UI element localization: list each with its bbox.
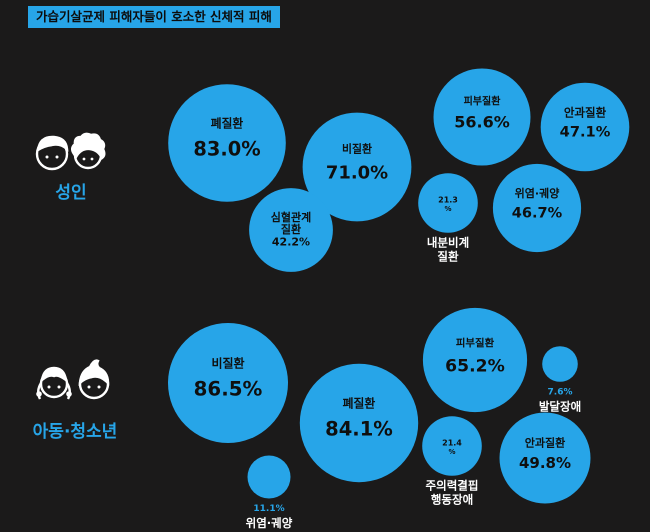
bubble-label: 비질환 <box>211 355 244 370</box>
bubble-1-1 <box>168 84 286 202</box>
bubble-label: 안과질환 <box>525 435 565 449</box>
chart-title: 가습기살균제 피해자들이 호소한 신체적 피해 <box>28 6 280 28</box>
bubble-value: 49.8% <box>519 454 571 472</box>
bubble-label: 비질환 <box>342 142 372 156</box>
bubble-value: 11.1% <box>253 504 284 514</box>
bubble-unit: % <box>448 448 455 456</box>
bubble-value: 47.1% <box>560 123 611 140</box>
bubble-value: 56.6% <box>454 112 510 131</box>
bubble-value: 46.7% <box>512 205 563 221</box>
bubble-label: 심혈관계 <box>271 210 311 224</box>
bubble-value: 21.4 <box>442 439 462 448</box>
bubble-label: 피부질환 <box>456 336 495 349</box>
bubble-outside-label: 질환 <box>437 249 459 263</box>
bubble-value: 86.5% <box>194 378 263 401</box>
bubble-1-7 <box>492 163 582 253</box>
bubble-value: 83.0% <box>193 138 260 161</box>
bubble-2-1 <box>168 323 288 443</box>
bubble-2-4 <box>542 346 578 382</box>
bubble-unit: % <box>444 205 451 213</box>
bubble-outside-label: 주의력결핍 <box>426 478 479 492</box>
bubble-value: 42.2% <box>272 236 310 249</box>
bubble-outside-label: 발달장애 <box>539 399 581 413</box>
bubble-1-6 <box>418 173 478 233</box>
bubble-value: 21.3 <box>438 196 458 205</box>
bubble-value: 65.2% <box>445 356 505 376</box>
bubble-value: 7.6% <box>548 387 573 397</box>
bubble-1-3 <box>249 188 333 272</box>
bubble-outside-label: 위염·궤양 <box>246 516 293 530</box>
bubble-2-2 <box>299 363 419 483</box>
bubble-1-2 <box>302 112 412 222</box>
bubble-1-4 <box>433 68 531 166</box>
bubble-label: 안과질환 <box>564 105 607 119</box>
child-couple-icon <box>36 359 110 400</box>
bubble-value: 84.1% <box>325 418 393 441</box>
bubble-label: 질환 <box>281 222 301 236</box>
bubble-label: 피부질환 <box>464 94 502 107</box>
adult-couple-icon <box>35 132 106 171</box>
group-label-child: 아동·청소년 <box>32 422 118 442</box>
bubble-1-5 <box>540 82 630 172</box>
bubble-outside-label: 행동장애 <box>431 492 473 506</box>
group-label-adult: 성인 <box>55 183 87 203</box>
bubble-outside-label: 내분비계 <box>427 235 469 249</box>
bubble-label: 폐질환 <box>343 397 376 411</box>
bubble-value: 71.0% <box>326 163 388 184</box>
bubble-2-3 <box>422 307 528 413</box>
bubble-2-5 <box>422 416 482 476</box>
bubble-label: 폐질환 <box>211 117 244 131</box>
bubble-2-7 <box>247 455 291 499</box>
bubble-2-6 <box>499 412 591 504</box>
bubble-label: 위염·궤양 <box>515 186 560 200</box>
